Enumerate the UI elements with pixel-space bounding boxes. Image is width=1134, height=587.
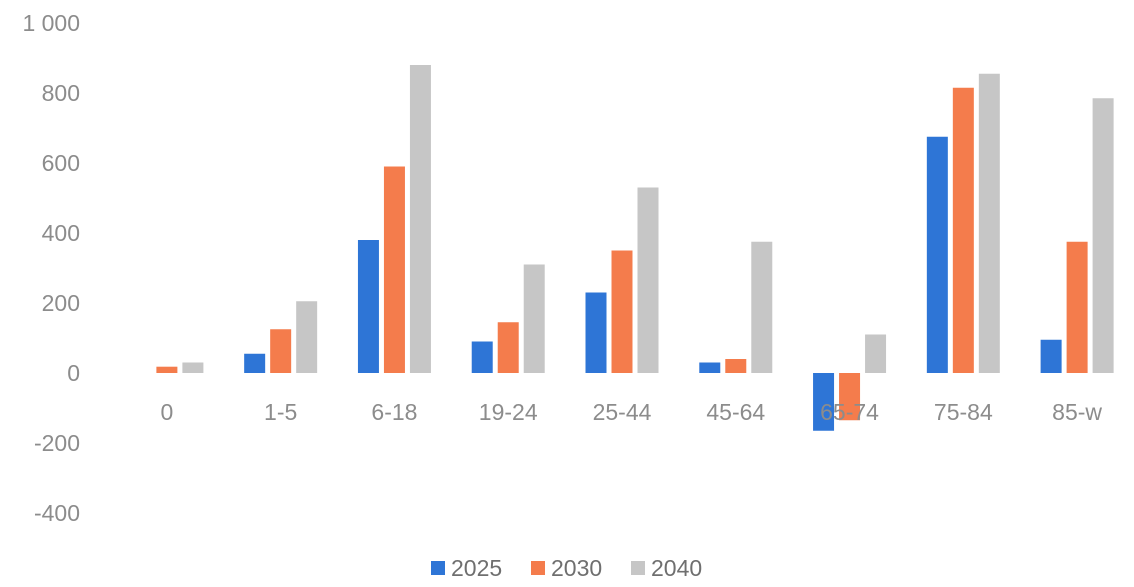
bar-2025-1-5	[244, 353, 266, 373]
y-tick-label: 1 000	[22, 10, 80, 36]
bar-2025-85-w	[1040, 339, 1062, 373]
bar-2040-19-24	[523, 264, 545, 373]
x-tick-label: 19-24	[479, 399, 538, 425]
x-tick-label: 25-44	[593, 399, 652, 425]
legend-swatch-2025	[431, 561, 445, 575]
x-axis-ticks: 0 1-5 6-18 19-24 25-44 45-64 65-74 75-84 85-w	[160, 399, 1102, 425]
bar-2030-25-44	[611, 250, 633, 373]
bars	[156, 65, 1114, 431]
bar-2030-65-74	[839, 373, 861, 421]
bar-2030-0	[156, 366, 178, 373]
legend-label: 2040	[651, 555, 702, 581]
y-tick-label: -400	[34, 500, 80, 526]
y-tick-label: 600	[42, 150, 80, 176]
bar-2040-25-44	[637, 187, 659, 373]
x-tick-label: 0	[160, 399, 173, 425]
x-tick-label: 6-18	[371, 399, 417, 425]
bar-2030-6-18	[383, 166, 405, 373]
bar-2030-19-24	[497, 322, 519, 373]
bar-2030-85-w	[1066, 241, 1088, 373]
y-tick-label: 0	[67, 360, 80, 386]
legend-label: 2025	[451, 555, 502, 581]
legend-swatch-2040	[631, 561, 645, 575]
bar-2025-19-24	[471, 341, 493, 373]
bar-2040-1-5	[296, 301, 318, 373]
bar-2025-25-44	[585, 292, 607, 373]
bar-2030-1-5	[270, 329, 292, 373]
legend-label: 2030	[551, 555, 602, 581]
x-tick-label: 85-w	[1052, 399, 1102, 425]
bar-2040-85-w	[1092, 98, 1114, 373]
bar-2025-6-18	[357, 240, 379, 373]
bar-2025-65-74	[813, 373, 835, 431]
y-tick-label: 200	[42, 290, 80, 316]
bar-2040-75-84	[978, 73, 1000, 373]
bar-2025-45-64	[699, 362, 721, 373]
legend: 2025 2030 2040	[431, 555, 702, 581]
bar-2040-6-18	[409, 65, 431, 373]
bar-2040-0	[182, 362, 204, 373]
y-tick-label: 800	[42, 80, 80, 106]
x-tick-label: 45-64	[706, 399, 765, 425]
bar-2030-45-64	[725, 359, 747, 373]
bar-2040-45-64	[751, 241, 773, 373]
x-tick-label: 75-84	[934, 399, 993, 425]
y-tick-label: 400	[42, 220, 80, 246]
legend-swatch-2030	[531, 561, 545, 575]
bar-2030-75-84	[952, 87, 974, 373]
y-tick-label: -200	[34, 430, 80, 456]
bar-2025-75-84	[926, 136, 948, 373]
bar-2040-65-74	[865, 334, 887, 373]
x-tick-label: 65-74	[820, 399, 879, 425]
y-axis-ticks: -400 -200 0 200 400 600 800 1 000	[22, 10, 80, 526]
x-tick-label: 1-5	[264, 399, 297, 425]
